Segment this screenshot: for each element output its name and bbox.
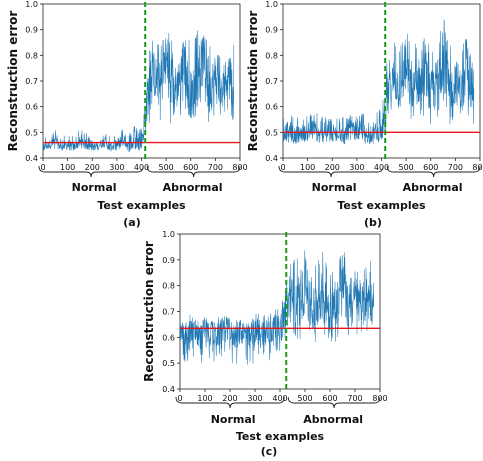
series-line-1 (42, 30, 235, 153)
group-label-normal: Normal (312, 181, 357, 194)
x-tick-label: 600 (322, 394, 337, 403)
y-tick-label: 0.9 (162, 256, 175, 265)
y-tick-label: 0.8 (162, 282, 175, 291)
y-axis-label: Reconstruction error (6, 11, 20, 152)
abnormal-brace (287, 396, 381, 409)
x-tick-label: 100 (197, 394, 212, 403)
x-axis-label: Test examples (97, 199, 186, 212)
series-line-1 (282, 19, 475, 145)
normal-brace (38, 165, 144, 178)
y-tick-label: 0.5 (265, 128, 278, 137)
y-tick-label: 1.0 (265, 0, 278, 9)
y-tick-label: 0.4 (265, 154, 278, 163)
x-tick-label: 300 (109, 163, 124, 172)
y-tick-label: 0.8 (265, 51, 278, 60)
x-tick-label: 400 (272, 394, 287, 403)
panel-label: (a) (123, 216, 140, 229)
chart-panel-3: 0.4 0.5 0.6 0.7 0.8 0.9 1.0 0 100 200 300 400 500 600… (142, 230, 388, 458)
y-axis-label: Reconstruction error (142, 241, 156, 382)
x-tick-label: 700 (448, 163, 463, 172)
x-tick-label: 200 (325, 163, 340, 172)
group-label-normal: Normal (72, 181, 117, 194)
x-tick-label: 500 (158, 163, 173, 172)
y-tick-label: 0.6 (25, 103, 38, 112)
x-tick-label: 100 (60, 163, 75, 172)
x-tick-label: 500 (297, 394, 312, 403)
y-tick-label: 0.4 (162, 385, 175, 394)
group-label-normal: Normal (211, 413, 256, 426)
y-tick-label: 0.6 (162, 333, 175, 342)
x-tick-label: 300 (247, 394, 262, 403)
x-tick-label: 300 (349, 163, 364, 172)
y-tick-label: 0.6 (265, 103, 278, 112)
x-tick-label: 0 (280, 163, 285, 172)
group-label-abnormal: Abnormal (163, 181, 223, 194)
y-tick-label: 0.5 (25, 128, 38, 137)
normal-brace (175, 396, 285, 409)
abnormal-brace (146, 165, 241, 178)
x-tick-label: 400 (134, 163, 149, 172)
normal-brace (278, 165, 384, 178)
y-tick-label: 0.5 (162, 359, 175, 368)
y-tick-label: 0.9 (25, 26, 38, 35)
y-tick-label: 0.8 (25, 51, 38, 60)
x-tick-label: 700 (347, 394, 362, 403)
x-axis-label: Test examples (337, 199, 426, 212)
plot-frame (179, 233, 381, 390)
group-label-abnormal: Abnormal (403, 181, 463, 194)
y-tick-label: 1.0 (162, 230, 175, 239)
x-axis-label: Test examples (236, 430, 325, 443)
x-tick-label: 0 (40, 163, 45, 172)
x-tick-label: 200 (85, 163, 100, 172)
y-axis-label: Reconstruction error (246, 11, 260, 152)
x-tick-label: 800 (472, 163, 483, 172)
x-tick-label: 500 (398, 163, 413, 172)
x-tick-label: 600 (183, 163, 198, 172)
group-label-abnormal: Abnormal (303, 413, 363, 426)
y-tick-label: 0.7 (25, 77, 38, 86)
x-tick-label: 700 (208, 163, 223, 172)
y-tick-label: 0.7 (162, 308, 175, 317)
x-tick-label: 0 (177, 394, 182, 403)
chart-panel-2: 0.4 0.5 0.6 0.7 0.8 0.9 1.0 0 100 200 300 400 500 600… (246, 0, 483, 229)
panel-label: (c) (261, 445, 278, 458)
y-tick-label: 0.4 (25, 154, 38, 163)
chart-panel-1: 0.4 0.5 0.6 0.7 0.8 0.9 1.0 0 100 200 300 400 500 600… (6, 0, 248, 229)
y-tick-label: 0.9 (265, 26, 278, 35)
x-tick-label: 200 (222, 394, 237, 403)
x-tick-label: 100 (300, 163, 315, 172)
abnormal-brace (386, 165, 481, 178)
series-line-1 (179, 250, 375, 365)
x-tick-label: 400 (374, 163, 389, 172)
y-tick-label: 1.0 (25, 0, 38, 9)
y-tick-label: 0.7 (265, 77, 278, 86)
x-tick-label: 600 (423, 163, 438, 172)
panel-label: (b) (364, 216, 382, 229)
